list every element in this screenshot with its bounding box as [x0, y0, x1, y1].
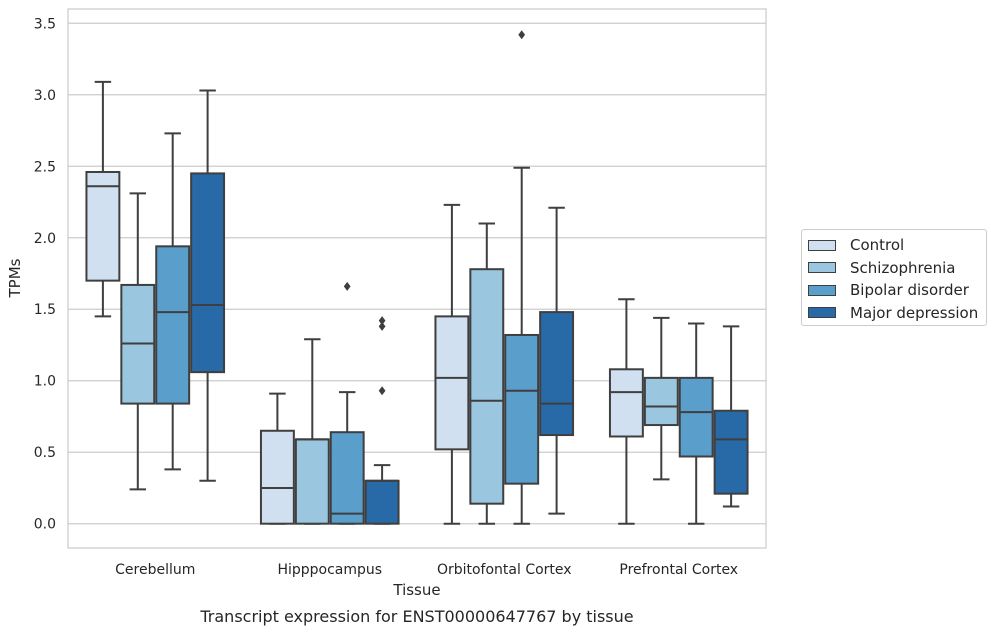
legend-swatch-control — [808, 239, 836, 251]
box-iqr — [539, 311, 575, 437]
outlier-point — [343, 281, 351, 291]
legend-swatch-schizophrenia — [808, 262, 836, 274]
box-bipolar-disorder — [155, 132, 191, 471]
box-iqr — [713, 409, 749, 495]
box-control — [434, 203, 470, 525]
y-axis-label: TPMs — [6, 258, 24, 298]
box-iqr — [643, 376, 679, 427]
box-iqr — [155, 245, 191, 405]
box-major-depression — [713, 325, 749, 508]
x-axis-label: Tissue — [392, 581, 440, 599]
y-tick-label: 1.5 — [34, 302, 56, 318]
legend-item-schizophrenia: Schizophrenia — [808, 257, 986, 280]
y-tick-label: 0.0 — [34, 517, 56, 533]
plot-area-frame — [67, 8, 767, 549]
box-bipolar-disorder — [329, 281, 365, 525]
box-major-depression — [539, 206, 575, 515]
box-iqr — [678, 376, 714, 458]
outlier-point — [378, 386, 386, 396]
box-iqr — [259, 429, 295, 525]
legend: Control Schizophrenia Bipolar disorder M… — [801, 229, 987, 326]
legend-item-major-depression: Major depression — [808, 302, 986, 325]
legend-swatch-major-depression — [808, 307, 836, 319]
x-tick-label: Hipppocampus — [277, 562, 382, 578]
box-series — [85, 30, 749, 525]
x-tick-label: Prefrontal Cortex — [619, 562, 738, 578]
box-bipolar-disorder — [504, 30, 540, 525]
box-schizophrenia — [469, 222, 505, 525]
box-iqr — [294, 438, 330, 525]
box-iqr — [434, 315, 470, 451]
y-tick-labels: 0.0 0.5 1.0 1.5 2.0 2.5 3.0 3.5 — [34, 16, 56, 532]
y-tick-label: 3.0 — [34, 88, 56, 104]
box-major-depression — [364, 316, 400, 525]
box-iqr — [469, 268, 505, 505]
outlier-point — [378, 321, 386, 331]
y-tick-label: 2.0 — [34, 231, 56, 247]
x-tick-labels: Cerebellum Hipppocampus Orbitofontal Corte… — [115, 562, 738, 578]
legend-swatch-bipolar — [808, 284, 836, 296]
y-tick-label: 1.0 — [34, 374, 56, 390]
box-control — [259, 392, 295, 525]
box-iqr — [85, 170, 121, 282]
box-iqr — [364, 479, 400, 525]
box-bipolar-disorder — [678, 322, 714, 525]
legend-item-control: Control — [808, 234, 986, 257]
box-schizophrenia — [294, 338, 330, 525]
box-iqr — [329, 431, 365, 525]
box-schizophrenia — [120, 192, 156, 491]
x-tick-label: Orbitofontal Cortex — [437, 562, 572, 578]
legend-item-bipolar: Bipolar disorder — [808, 279, 986, 302]
box-iqr — [504, 333, 540, 485]
legend-label: Control — [850, 236, 905, 255]
chart-title: Transcript expression for ENST0000064776… — [199, 607, 633, 626]
legend-label: Bipolar disorder — [850, 281, 969, 300]
box-control — [608, 298, 644, 525]
outlier-point — [378, 316, 386, 326]
legend-label: Major depression — [850, 303, 979, 322]
y-tick-label: 2.5 — [34, 159, 56, 175]
y-tick-label: 3.5 — [34, 16, 56, 32]
y-tick-label: 0.5 — [34, 445, 56, 461]
x-tick-label: Cerebellum — [115, 562, 195, 578]
box-iqr — [608, 368, 644, 438]
box-schizophrenia — [643, 316, 679, 481]
box-iqr — [190, 172, 226, 374]
box-major-depression — [190, 89, 226, 482]
outlier-point — [518, 30, 526, 40]
legend-label: Schizophrenia — [850, 258, 956, 277]
box-control — [85, 80, 121, 318]
